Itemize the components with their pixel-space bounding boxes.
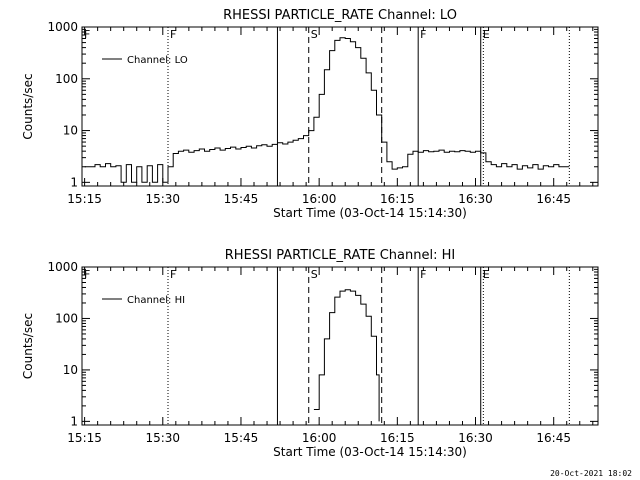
x-tick-label: 16:30	[458, 431, 493, 445]
y-axis-label: Counts/sec	[21, 73, 35, 139]
chart-title: RHESSI PARTICLE_RATE Channel: HI	[225, 248, 455, 263]
y-tick-label: 100	[55, 311, 78, 325]
event-marker-label: F	[170, 268, 176, 281]
event-marker-label: F	[84, 268, 90, 281]
chart-title: RHESSI PARTICLE_RATE Channel: LO	[223, 8, 457, 23]
x-axis-label: Start Time (03-Oct-14 15:14:30)	[273, 206, 467, 220]
x-axis-label: Start Time (03-Oct-14 15:14:30)	[273, 445, 467, 459]
x-tick-label: 16:15	[380, 192, 415, 206]
event-marker-label: S	[311, 28, 318, 41]
y-tick-label: 1	[70, 414, 78, 428]
x-tick-label: 15:30	[145, 192, 180, 206]
x-tick-label: 15:45	[224, 431, 259, 445]
event-marker-label: F	[420, 268, 426, 281]
x-tick-label: 16:15	[380, 431, 415, 445]
x-tick-label: 16:45	[536, 192, 571, 206]
y-tick-label: 1000	[47, 20, 78, 34]
series-line-0	[84, 37, 570, 183]
x-tick-label: 16:00	[302, 192, 337, 206]
event-marker-label: E	[483, 268, 490, 281]
legend-label: Channel: LO	[127, 55, 188, 66]
y-tick-label: 100	[55, 72, 78, 86]
event-marker-label: S	[311, 268, 318, 281]
y-tick-label: 1000	[47, 260, 78, 274]
chart-panel-0: RHESSI PARTICLE_RATE Channel: LO 1 10 100 10…	[21, 8, 599, 220]
x-tick-label: 15:45	[224, 192, 259, 206]
x-tick-label: 16:45	[536, 431, 571, 445]
event-marker-label: E	[483, 28, 490, 41]
y-tick-label: 10	[63, 363, 78, 377]
event-marker-label: F	[420, 28, 426, 41]
y-axis-label: Counts/sec	[21, 313, 35, 379]
chart-panel-1: RHESSI PARTICLE_RATE Channel: HI 1 10 100 10…	[21, 248, 599, 459]
legend-label: Channel: HI	[127, 295, 185, 306]
plot-frame	[81, 26, 599, 187]
x-tick-label: 15:30	[145, 431, 180, 445]
event-marker-label: F	[170, 28, 176, 41]
x-tick-label: 15:15	[67, 431, 102, 445]
footer-timestamp: 20-Oct-2021 18:02	[550, 469, 632, 478]
y-tick-label: 1	[70, 175, 78, 189]
y-tick-label: 10	[63, 124, 78, 138]
x-tick-label: 16:00	[302, 431, 337, 445]
x-tick-label: 16:30	[458, 192, 493, 206]
x-tick-label: 15:15	[67, 192, 102, 206]
series-line-0	[313, 289, 380, 422]
event-marker-label: F	[84, 28, 90, 41]
